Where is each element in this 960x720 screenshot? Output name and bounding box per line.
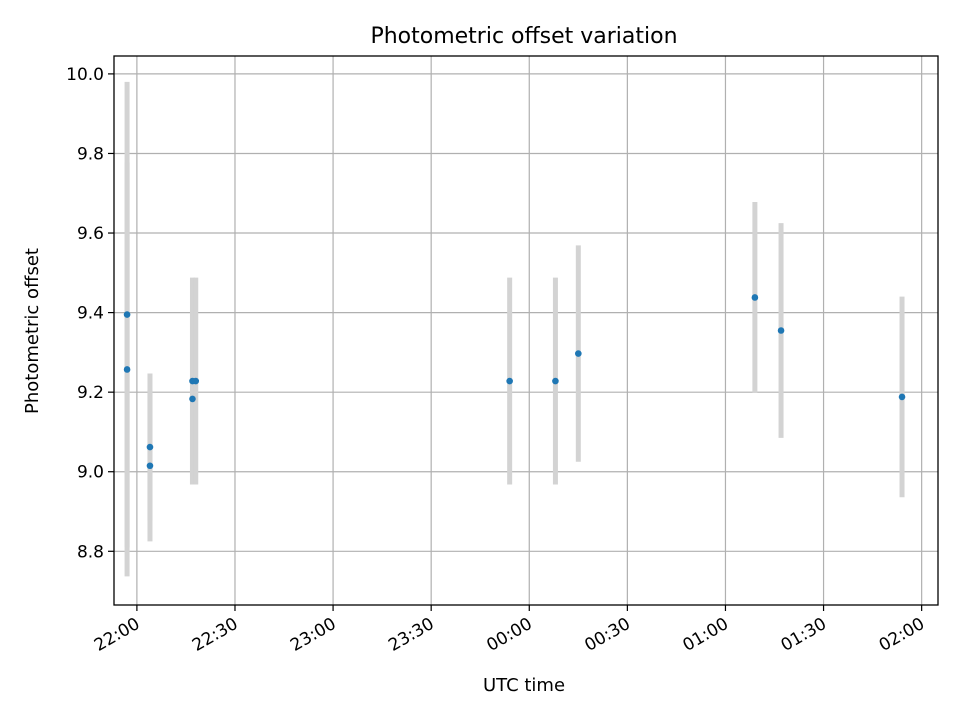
- x-tick-label: 22:00: [91, 614, 143, 656]
- x-tick-label: 23:00: [287, 614, 339, 656]
- y-tick-label: 9.0: [77, 463, 104, 483]
- x-tick-label: 00:30: [581, 614, 633, 656]
- data-point: [777, 327, 785, 334]
- data-point: [123, 366, 131, 373]
- y-tick-label: 8.8: [77, 542, 104, 562]
- data-points: [123, 294, 906, 470]
- x-tick-label: 01:00: [680, 614, 732, 656]
- y-tick-label: 9.2: [77, 383, 104, 403]
- error-bars: [124, 81, 905, 577]
- grid: [114, 56, 938, 605]
- data-point: [189, 395, 196, 403]
- y-tick-label: 10.0: [66, 65, 104, 85]
- y-axis-title: Photometric offset: [22, 248, 43, 414]
- data-point: [751, 294, 759, 301]
- x-tick-label: 00:00: [483, 614, 535, 656]
- y-tick-label: 9.4: [77, 304, 104, 324]
- x-tick-label: 22:30: [189, 614, 241, 656]
- x-axis-ticks: 22:00 22:30 23:00 23:30 00:00 00:30 01:00 01:30…: [91, 605, 928, 656]
- data-point: [192, 377, 200, 385]
- data-point: [123, 311, 131, 318]
- x-tick-label: 01:30: [778, 614, 830, 656]
- data-point: [552, 377, 559, 385]
- y-axis-ticks: 8.8 9.0 9.2 9.4 9.6 9.8 10.0: [66, 65, 114, 562]
- data-point: [575, 350, 582, 357]
- y-tick-label: 9.8: [77, 144, 104, 164]
- x-tick-label: 02:00: [876, 614, 928, 656]
- x-axis-title: UTC time: [483, 675, 565, 696]
- data-point: [506, 377, 513, 385]
- plot-frame: [113, 55, 939, 606]
- y-tick-label: 9.6: [77, 224, 104, 244]
- data-point: [146, 443, 154, 451]
- chart-title: Photometric offset variation: [370, 24, 677, 49]
- data-point: [146, 462, 154, 470]
- data-point: [898, 393, 906, 401]
- x-tick-label: 23:30: [385, 614, 437, 656]
